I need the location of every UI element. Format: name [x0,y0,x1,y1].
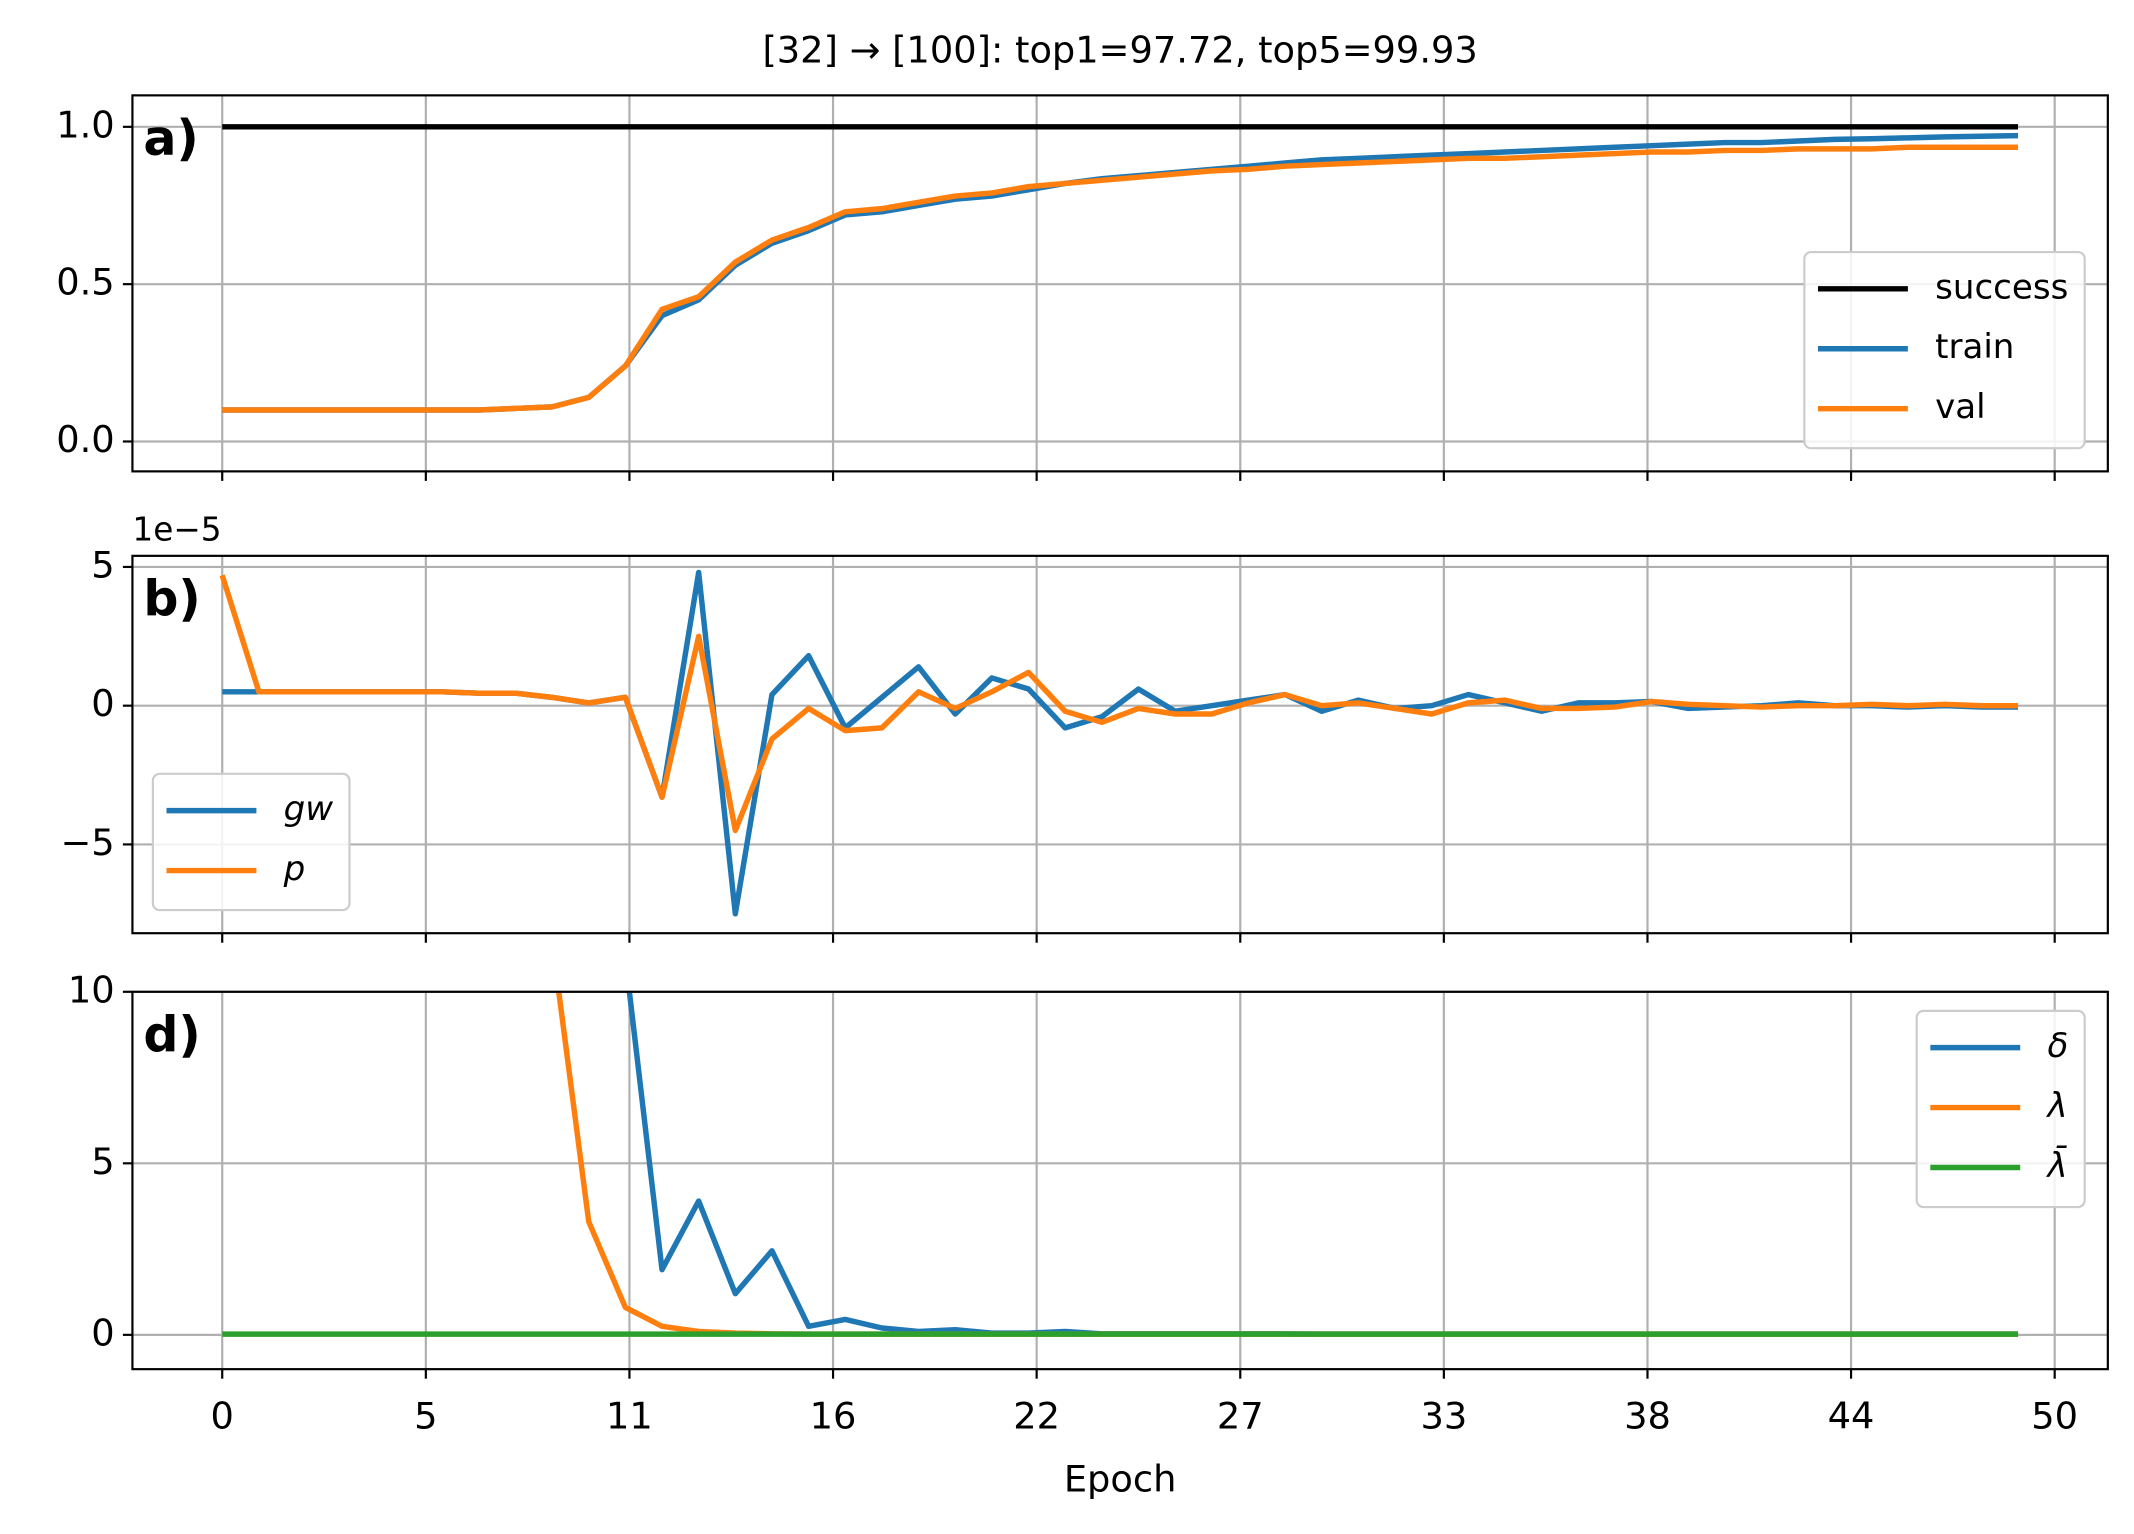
x-tick-label: 22 [1013,1395,1060,1438]
panel-label: d) [143,1006,201,1064]
axes-frame [131,990,2109,1371]
x-tick-label: 27 [1217,1395,1264,1438]
x-tick-label: 33 [1420,1395,1467,1438]
x-tick-label: 16 [810,1395,857,1438]
legend-label: train [1935,327,2014,367]
legend-label: success [1935,267,2068,307]
x-tick-label: 11 [606,1395,653,1438]
legend-label: δ [2047,1026,2068,1066]
y-tick-label: 5 [91,543,114,586]
legend: success train val [1803,250,2086,450]
offset-text: 1e−5 [132,510,221,548]
legend-label: p [283,849,306,889]
y-tick-label: 0.5 [56,261,114,304]
axes-frame [131,554,2109,935]
y-tick-label: 1.0 [56,103,114,146]
y-tick-label: 5 [91,1140,114,1183]
legend-label: val [1935,387,1985,427]
legend-label: λ̄ [2045,1145,2067,1186]
y-tick-label: 0 [91,682,114,725]
panel-label: b) [143,570,201,628]
x-tick-label: 38 [1624,1395,1671,1438]
x-tick-label: 50 [2031,1395,2078,1438]
y-tick-label: 0 [91,1311,114,1354]
axes-frame [131,94,2109,473]
x-tick-label: 44 [1828,1395,1875,1438]
legend-box [1803,250,2086,450]
series-line [626,991,2019,1337]
series-line [556,991,2019,1337]
x-axis-label: Epoch [1064,1457,1177,1500]
legend-label: gw [284,789,334,829]
chart-title: [32] → [100]: top1=97.72, top5=99.93 [762,28,1477,71]
y-tick-label: −5 [61,821,115,864]
legend-label: λ [2045,1086,2067,1126]
y-tick-label: 10 [68,968,115,1011]
y-tick-label: 0.0 [56,418,114,461]
x-tick-label: 5 [414,1395,437,1438]
panel-label: a) [143,109,199,167]
series-line [222,144,2019,413]
series-line [219,574,2019,834]
series-line [222,569,2019,917]
legend: δλ λ̄ [1915,1009,2086,1209]
legend: gw p [151,772,351,912]
x-tick-label: 0 [211,1395,234,1438]
